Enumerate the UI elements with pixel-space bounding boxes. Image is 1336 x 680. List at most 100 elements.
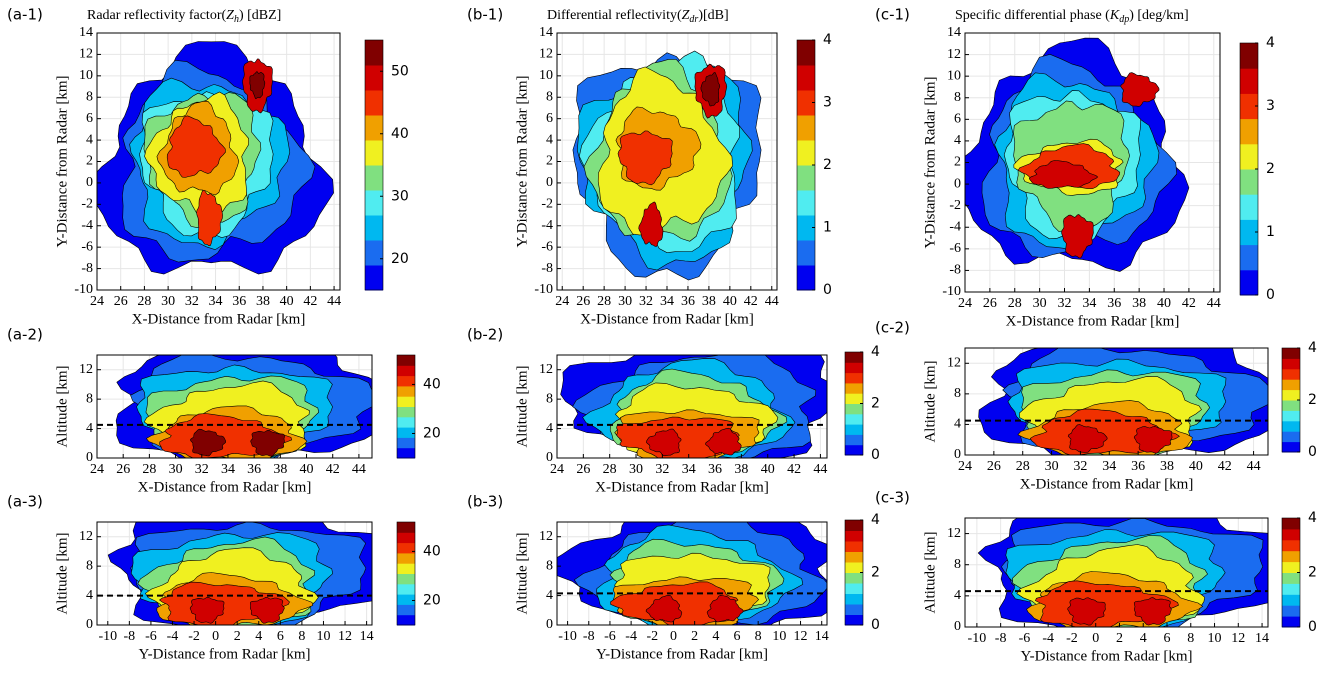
- x-tick-label: 32: [1058, 296, 1072, 311]
- colorbar-swatch: [797, 140, 815, 166]
- colorbar-swatch: [1240, 269, 1258, 296]
- colorbar-swatch: [1240, 143, 1258, 170]
- x-axis-label: X-Distance from Radar [km]: [132, 311, 306, 327]
- x-axis-label: X-Distance from Radar [km]: [1006, 313, 1180, 329]
- y-tick-label: 14: [947, 25, 961, 40]
- colorbar-swatch: [797, 215, 815, 241]
- x-tick-label: 28: [142, 462, 156, 477]
- x-tick-label: 28: [597, 294, 611, 309]
- x-tick-label: 6: [277, 629, 284, 644]
- y-tick-label: 4: [86, 421, 93, 436]
- contour-region: [1028, 160, 1099, 189]
- colorbar-tick-label: 2: [1308, 392, 1317, 408]
- title-text: Differential reflectivity(: [547, 8, 682, 23]
- x-tick-label: 32: [195, 462, 209, 477]
- y-axis-label: Altitude [km]: [514, 532, 530, 614]
- colorbar-swatch: [1240, 118, 1258, 145]
- x-tick-label: 44: [813, 462, 827, 477]
- colorbar-swatch: [397, 365, 415, 377]
- y-tick-label: 0: [86, 617, 93, 632]
- y-tick-label: 10: [79, 68, 93, 83]
- colorbar-tick-label: 1: [823, 220, 832, 236]
- x-tick-label: 30: [618, 294, 632, 309]
- plot-frame: [96, 354, 373, 459]
- title-unit: ) [dBZ]: [239, 8, 281, 23]
- panel-title: Differential reflectivity(Zdr)[dB]: [547, 8, 729, 25]
- x-tick-label: -10: [558, 629, 577, 644]
- colorbar-swatch: [845, 382, 863, 394]
- colorbar-swatch: [397, 604, 415, 616]
- y-tick-label: -6: [81, 239, 93, 254]
- y-tick-label: 4: [954, 133, 961, 148]
- colorbar-frame: [396, 521, 416, 626]
- colorbar-swatch: [397, 396, 415, 407]
- x-axis-label: Y-Distance from Radar [km]: [138, 646, 310, 662]
- colorbar-swatch: [845, 352, 863, 363]
- panel-label: (b-1): [467, 6, 503, 24]
- colorbar-swatch: [845, 583, 863, 594]
- x-tick-label: -4: [625, 629, 637, 644]
- y-axis-label: Y-Distance from Radar [km]: [514, 75, 530, 247]
- colorbar-swatch: [397, 437, 415, 449]
- colorbar-tick-label: 3: [823, 95, 832, 111]
- y-tick-label: -10: [74, 282, 93, 297]
- title-subscript: dp: [1119, 14, 1129, 25]
- x-tick-label: 42: [744, 294, 758, 309]
- y-tick-label: 14: [539, 25, 553, 40]
- colorbar-swatch: [397, 447, 415, 459]
- colorbar-swatch: [797, 190, 815, 216]
- colorbar-swatch: [845, 403, 863, 415]
- x-tick-label: 34: [682, 462, 696, 477]
- colorbar-swatch: [1282, 572, 1300, 584]
- colorbar-swatch: [365, 215, 383, 241]
- y-tick-label: 12: [79, 362, 93, 377]
- y-tick-label: 6: [546, 111, 553, 126]
- y-tick-label: 10: [947, 68, 961, 83]
- x-tick-label: 34: [660, 294, 674, 309]
- x-tick-label: 44: [765, 294, 779, 309]
- colorbar-swatch: [845, 604, 863, 615]
- field: [115, 355, 372, 458]
- y-tick-label: 14: [79, 25, 93, 40]
- plot-frame: [96, 521, 373, 626]
- colorbar-swatch: [365, 190, 383, 216]
- x-tick-label: 14: [360, 629, 374, 644]
- x-tick-label: 26: [983, 296, 997, 311]
- colorbar-swatch: [1240, 169, 1258, 195]
- x-tick-label: -10: [98, 629, 117, 644]
- x-tick-label: 12: [794, 629, 808, 644]
- y-axis-label: Altitude [km]: [54, 365, 70, 447]
- x-axis-label: X-Distance from Radar [km]: [580, 311, 754, 327]
- field: [107, 522, 372, 625]
- colorbar-tick-label: 0: [1308, 619, 1317, 635]
- colorbar-tick-label: 30: [391, 188, 409, 204]
- x-tick-label: 26: [116, 462, 130, 477]
- colorbar-swatch: [397, 573, 415, 585]
- x-tick-label: 44: [1247, 459, 1261, 474]
- y-tick-label: 12: [539, 47, 553, 62]
- colorbar-swatch: [1282, 358, 1300, 370]
- x-tick-label: -8: [583, 629, 595, 644]
- x-tick-label: 44: [327, 294, 341, 309]
- x-tick-label: 36: [708, 462, 722, 477]
- y-tick-label: -4: [949, 219, 961, 234]
- title-symbol: K: [1109, 8, 1120, 23]
- y-tick-label: 0: [954, 447, 961, 462]
- x-tick-label: 26: [576, 462, 590, 477]
- colorbar-tick-label: 40: [423, 376, 441, 392]
- colorbar-swatch: [1240, 244, 1258, 271]
- x-tick-label: 40: [761, 462, 775, 477]
- x-tick-label: 4: [712, 629, 719, 644]
- x-tick-label: 10: [316, 629, 330, 644]
- colorbar-tick-label: 4: [871, 512, 880, 528]
- y-tick-label: 8: [86, 89, 93, 104]
- colorbar-swatch: [797, 40, 815, 66]
- colorbar-swatch: [365, 40, 383, 66]
- colorbar-swatch: [797, 115, 815, 141]
- y-tick-label: 12: [947, 526, 961, 541]
- colorbar-swatch: [397, 542, 415, 554]
- contour-region: [189, 597, 225, 624]
- colorbar-swatch: [797, 240, 815, 266]
